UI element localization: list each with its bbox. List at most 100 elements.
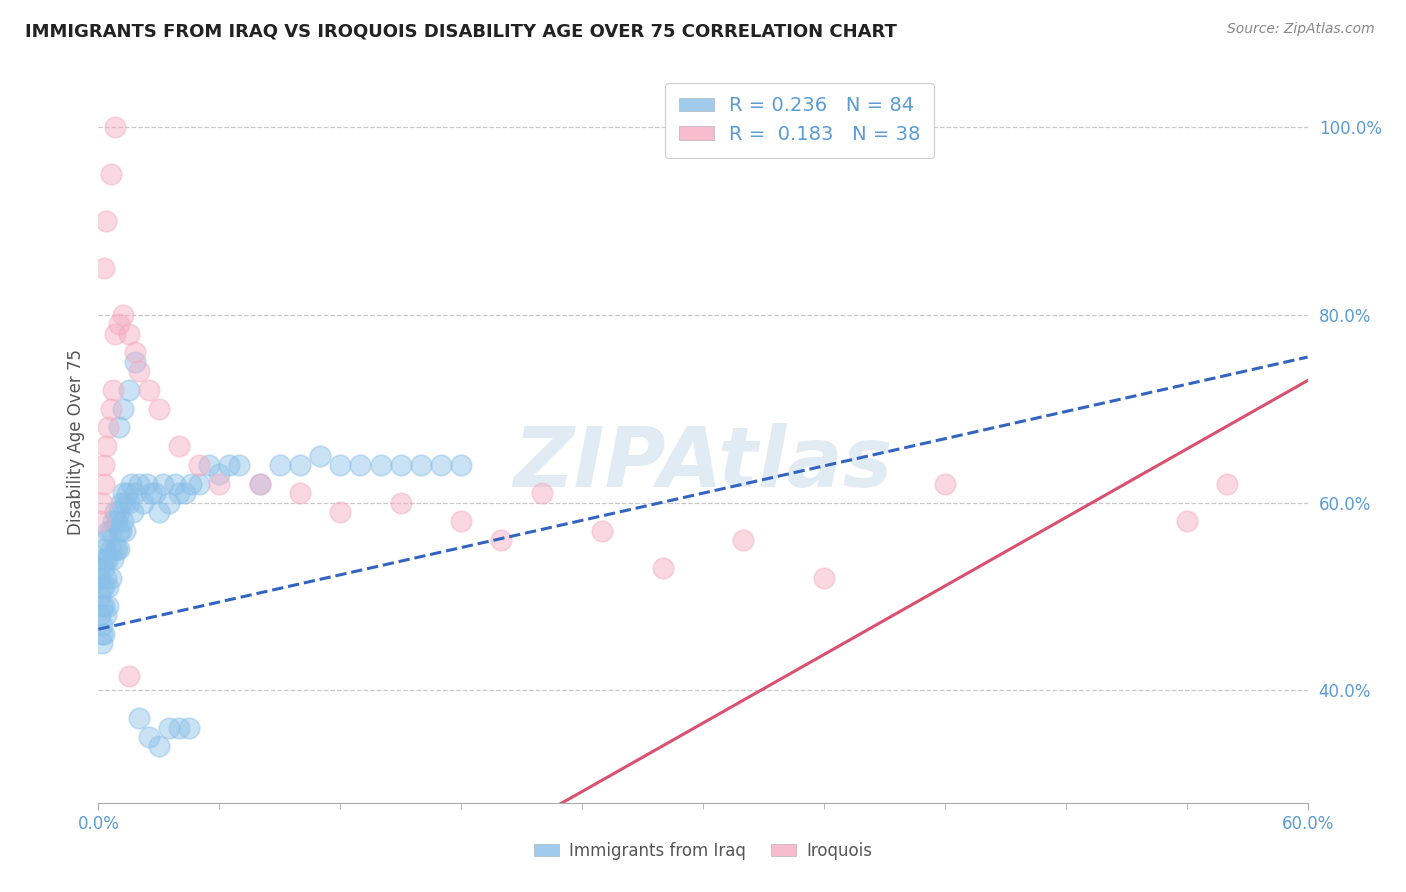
Point [105, 514, 128, 528]
Point [96, 608, 118, 623]
Point [139, 486, 162, 500]
Point [91, 495, 114, 509]
Point [107, 542, 129, 557]
Point [288, 458, 311, 472]
Point [124, 355, 146, 369]
Point [105, 542, 128, 557]
Point [100, 167, 122, 181]
Point [91, 617, 114, 632]
Legend: Immigrants from Iraq, Iroquois: Immigrants from Iraq, Iroquois [527, 836, 879, 867]
Text: ZIPAtlas: ZIPAtlas [513, 423, 893, 504]
Point [93, 599, 115, 613]
Point [430, 458, 453, 472]
Point [269, 458, 291, 472]
Point [89, 561, 111, 575]
Point [651, 561, 673, 575]
Point [100, 401, 122, 416]
Point [96, 439, 118, 453]
Point [288, 486, 311, 500]
Point [107, 524, 129, 538]
Point [91, 627, 114, 641]
Point [93, 260, 115, 275]
Point [89, 571, 111, 585]
Point [450, 514, 472, 528]
Point [118, 383, 141, 397]
Point [110, 524, 132, 538]
Point [93, 561, 115, 575]
Point [148, 505, 170, 519]
Point [107, 505, 129, 519]
Point [89, 514, 111, 528]
Point [733, 533, 755, 547]
Point [309, 449, 332, 463]
Point [114, 495, 136, 509]
Point [91, 551, 114, 566]
Point [135, 476, 157, 491]
Point [110, 495, 132, 509]
Point [370, 458, 392, 472]
Point [143, 486, 166, 500]
Point [96, 533, 118, 547]
Point [148, 739, 170, 754]
Point [103, 542, 125, 557]
Point [118, 495, 141, 509]
Point [349, 458, 371, 472]
Point [208, 476, 231, 491]
Point [934, 476, 956, 491]
Point [93, 627, 115, 641]
Point [179, 721, 201, 735]
Point [198, 458, 221, 472]
Point [97, 599, 120, 613]
Point [138, 730, 160, 744]
Point [491, 533, 513, 547]
Point [167, 439, 190, 453]
Point [174, 486, 197, 500]
Point [218, 458, 240, 472]
Point [813, 571, 835, 585]
Point [124, 486, 146, 500]
Point [89, 590, 111, 604]
Point [1175, 514, 1198, 528]
Point [591, 524, 613, 538]
Point [128, 364, 150, 378]
Point [91, 636, 114, 650]
Point [89, 608, 111, 623]
Point [100, 524, 122, 538]
Point [138, 383, 160, 397]
Point [389, 495, 412, 509]
Point [132, 495, 155, 509]
Point [111, 486, 134, 500]
Point [111, 514, 134, 528]
Point [1216, 476, 1239, 491]
Point [409, 458, 432, 472]
Y-axis label: Disability Age Over 75: Disability Age Over 75 [66, 349, 84, 534]
Point [120, 476, 142, 491]
Point [121, 505, 143, 519]
Point [107, 318, 129, 332]
Point [115, 486, 138, 500]
Point [111, 308, 134, 322]
Point [128, 711, 150, 725]
Point [96, 571, 118, 585]
Point [450, 458, 472, 472]
Point [114, 524, 136, 538]
Point [103, 120, 125, 135]
Point [93, 580, 115, 594]
Point [118, 326, 141, 341]
Point [111, 401, 134, 416]
Point [97, 524, 120, 538]
Point [208, 467, 231, 482]
Point [152, 476, 174, 491]
Point [101, 383, 124, 397]
Point [91, 599, 114, 613]
Point [188, 476, 211, 491]
Point [180, 476, 202, 491]
Point [103, 505, 125, 519]
Point [93, 476, 115, 491]
Point [100, 571, 122, 585]
Point [249, 476, 271, 491]
Point [103, 326, 125, 341]
Point [128, 476, 150, 491]
Point [530, 486, 553, 500]
Point [101, 551, 124, 566]
